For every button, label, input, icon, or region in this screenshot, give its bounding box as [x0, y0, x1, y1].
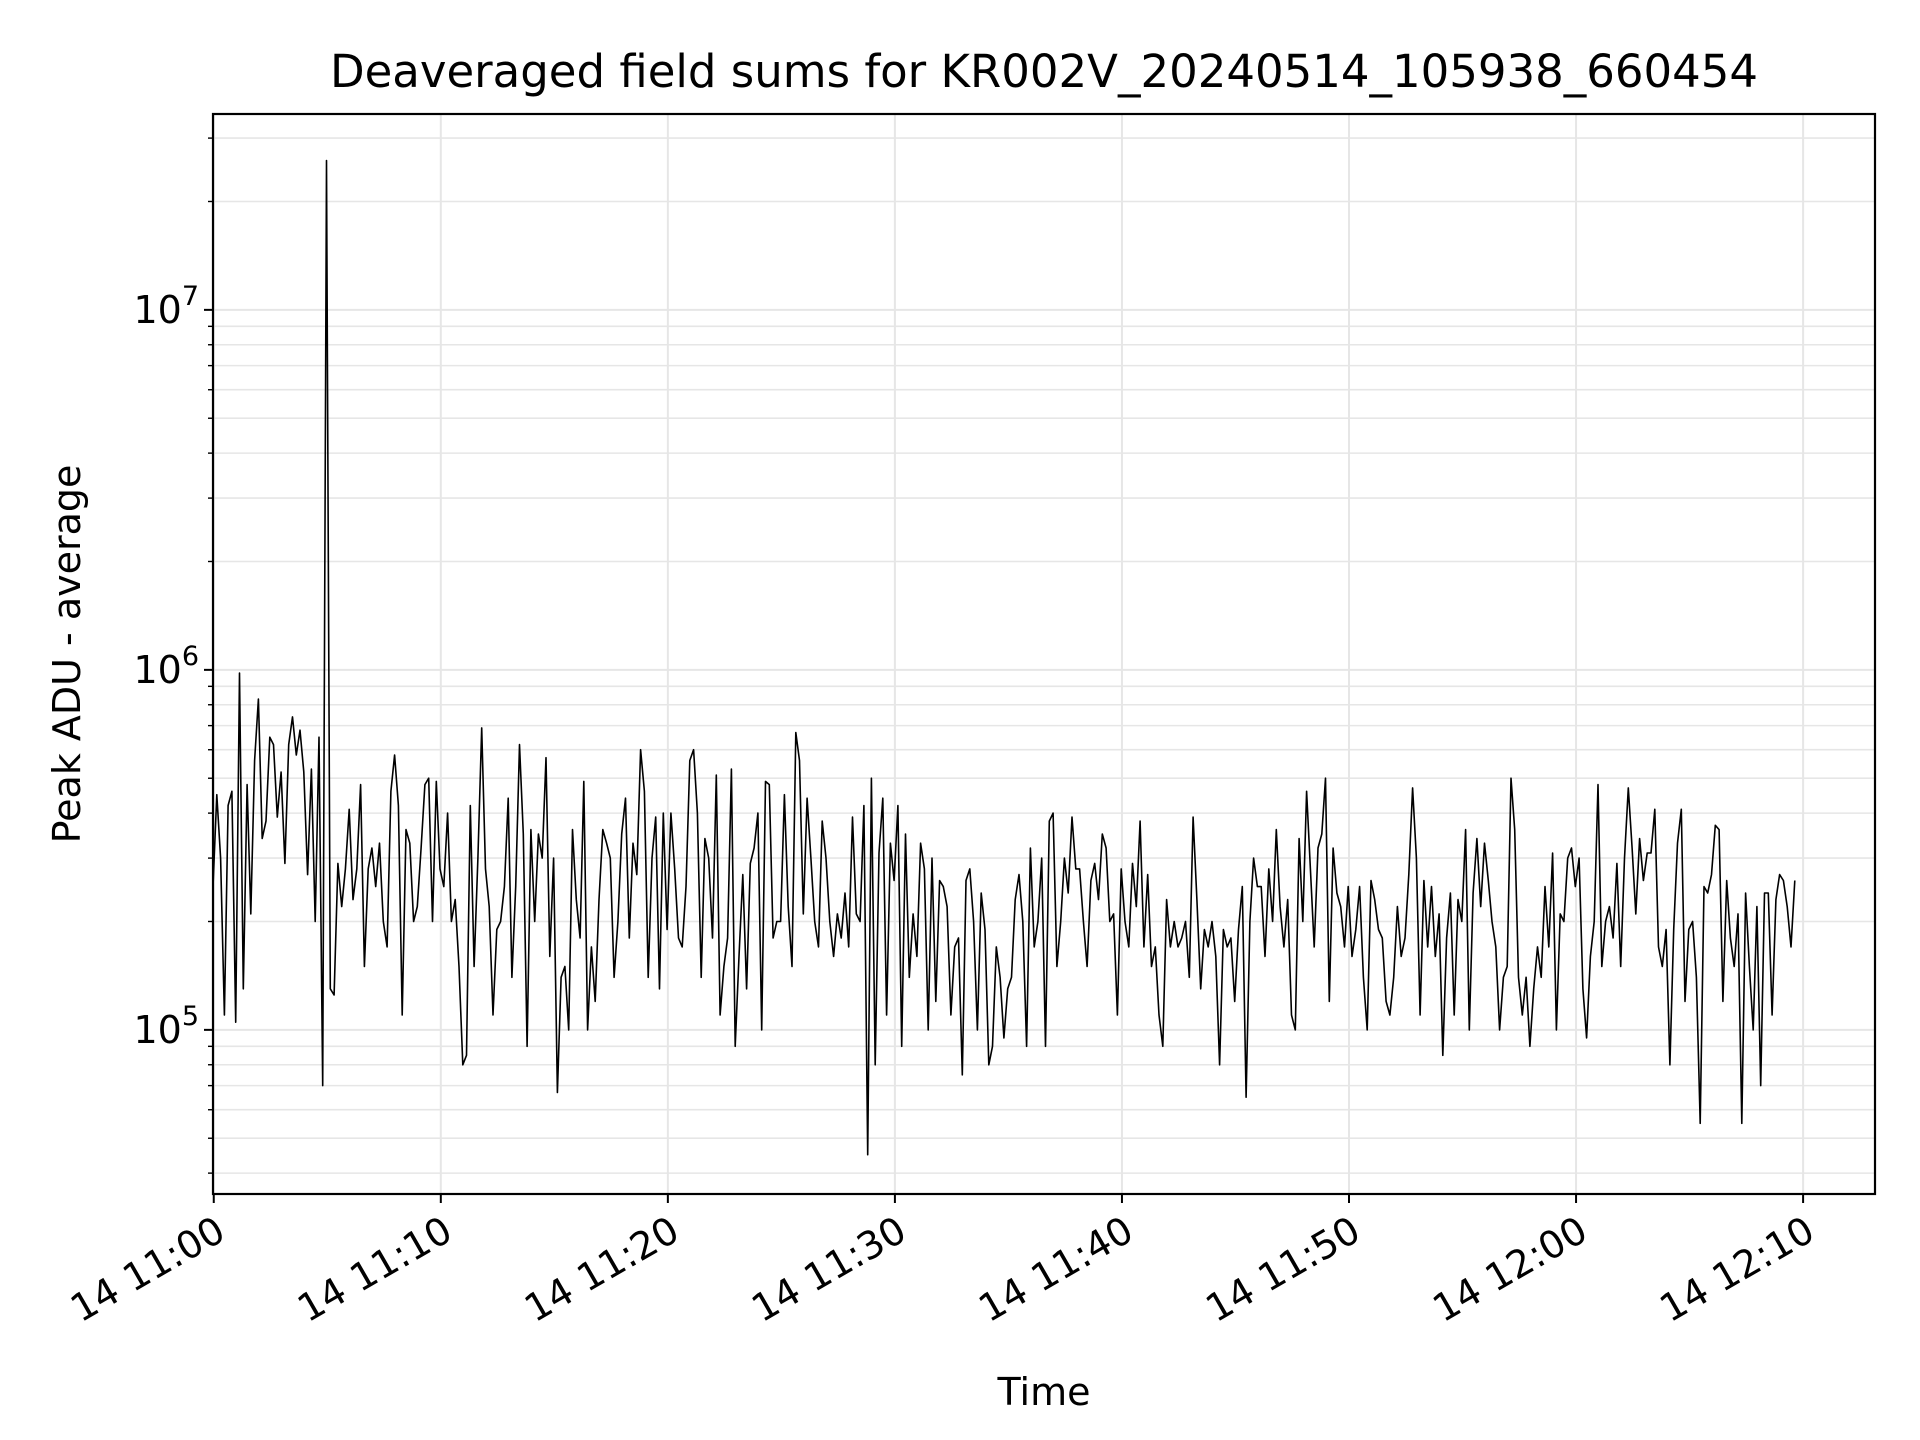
y-axis-ticks: 105 106 107	[133, 137, 213, 1174]
series-line	[212, 159, 1796, 1156]
plot-area-frame	[211, 112, 1877, 1196]
x-tick-label: 14 11:30	[744, 1208, 913, 1331]
x-tick-label: 14 11:40	[971, 1208, 1140, 1331]
series-layer	[212, 159, 1796, 1156]
x-tick-label: 14 11:50	[1198, 1208, 1367, 1331]
chart-title: Deaveraged field sums for KR002V_2024051…	[330, 45, 1758, 98]
x-tick-label: 14 11:20	[517, 1208, 686, 1331]
x-axis-label: Time	[997, 1370, 1091, 1414]
y-tick-label: 106	[133, 641, 199, 692]
x-tick-label: 14 12:00	[1425, 1208, 1594, 1331]
x-axis-ticks: 14 11:00 14 11:10 14 11:20 14 11:30 14 11:40…	[63, 1194, 1822, 1331]
y-axis-label: Peak ADU - average	[45, 465, 89, 844]
y-tick-label: 105	[133, 1001, 199, 1052]
grid-lines	[212, 114, 1875, 1194]
x-tick-label: 14 11:00	[63, 1208, 232, 1331]
y-tick-label: 107	[133, 281, 199, 332]
x-tick-label: 14 12:10	[1652, 1208, 1821, 1331]
x-tick-label: 14 11:10	[290, 1208, 459, 1331]
